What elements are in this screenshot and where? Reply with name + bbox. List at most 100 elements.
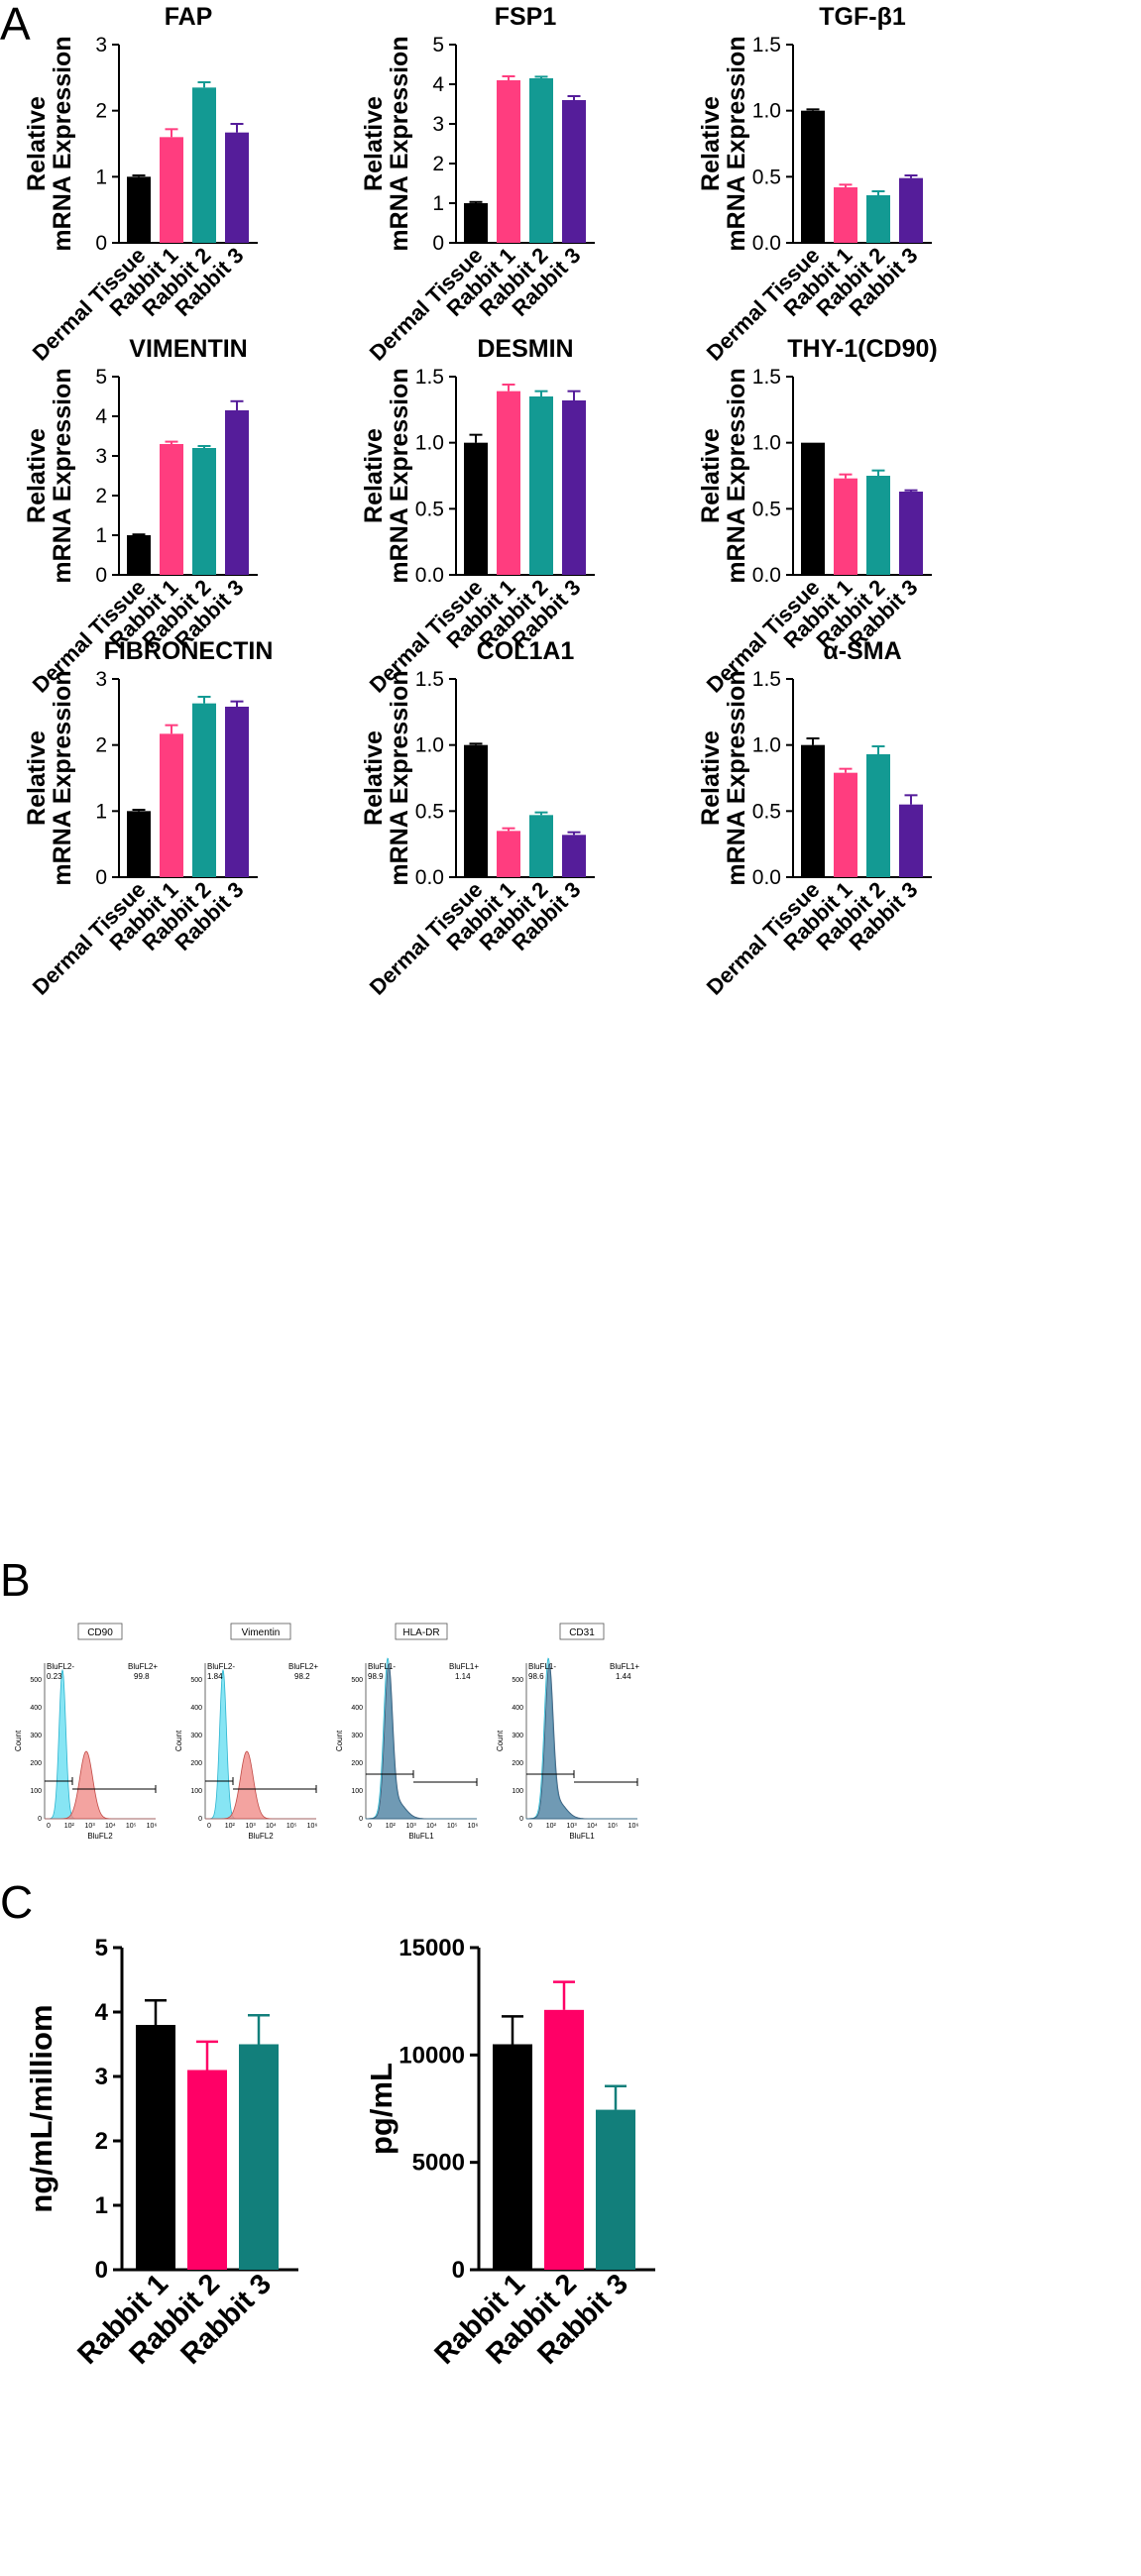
y-axis-label-line: mRNA Expression xyxy=(386,36,413,251)
y-tick-label: 15000 xyxy=(399,1935,465,1961)
bar-rabbit-2 xyxy=(866,476,890,575)
bar-rabbit-1 xyxy=(834,478,857,575)
flow-y-tick: 300 xyxy=(30,1733,42,1739)
sample-histogram xyxy=(45,1750,156,1820)
bar-rabbit-1 xyxy=(160,444,183,575)
flow-x-tick: 10⁵ xyxy=(126,1823,137,1830)
bar-rabbit-2 xyxy=(866,754,890,877)
flow-y-label: Count xyxy=(14,1730,23,1751)
y-tick-label: 2 xyxy=(95,100,107,123)
flow-y-tick: 200 xyxy=(351,1760,363,1767)
bar-rabbit-2 xyxy=(544,2009,584,2270)
flow-x-tick: 10⁶ xyxy=(147,1823,158,1830)
y-tick-label: 0 xyxy=(95,866,107,889)
flow-y-tick: 400 xyxy=(30,1705,42,1712)
gate-negative-percent: 98.6 xyxy=(528,1672,544,1681)
y-tick-label: 2 xyxy=(95,485,107,507)
y-axis-label: RelativemRNA Expression xyxy=(360,368,413,583)
y-axis-label: RelativemRNA Expression xyxy=(697,36,750,251)
gate-negative-percent: 0.23 xyxy=(47,1672,62,1681)
flow-y-tick: 400 xyxy=(512,1705,523,1712)
y-tick-label: 4 xyxy=(95,405,107,428)
y-axis-label: RelativemRNA Expression xyxy=(23,670,76,885)
flow-title-box xyxy=(395,1623,448,1640)
y-axis-label-line: Relative xyxy=(23,428,51,523)
y-axis-label-line: mRNA Expression xyxy=(386,368,413,583)
flow-plot-cd90: CD90 0 100 200 300 400 500 Count 0 10² 10³ 10⁴ 10⁵ 10… xyxy=(14,1623,158,1841)
flow-title-box xyxy=(230,1623,291,1640)
bar-rabbit-1 xyxy=(160,733,183,877)
flow-x-tick: 0 xyxy=(207,1823,211,1830)
sample-histogram xyxy=(205,1750,316,1820)
chart-title: TGF-β1 xyxy=(819,3,906,31)
y-tick-label: 1.0 xyxy=(752,734,781,757)
chart-title: FSP1 xyxy=(495,3,557,31)
flow-title: CD90 xyxy=(87,1627,113,1638)
gate-negative-percent: 1.84 xyxy=(207,1672,223,1681)
bar-rabbit-1 xyxy=(497,391,520,575)
bar-rabbit-3 xyxy=(239,2044,279,2270)
flow-y-tick: 300 xyxy=(190,1733,202,1739)
bar-rabbit-3 xyxy=(899,492,923,575)
bar-dermal-tissue xyxy=(464,442,488,575)
flow-x-tick: 10⁶ xyxy=(307,1823,318,1830)
y-axis-label-line: pg/mL xyxy=(364,2063,399,2155)
flow-y-label: Count xyxy=(174,1730,183,1751)
flow-plot-hla-dr: HLA-DR 0 100 200 300 400 500 Count 0 10² 10³ 10⁴ 10⁵… xyxy=(335,1623,479,1841)
y-tick-label: 1 xyxy=(95,2192,108,2219)
y-axis-label: pg/mL xyxy=(364,2063,399,2155)
gate-positive-label: BluFL2+ xyxy=(288,1662,318,1671)
y-axis-label-line: Relative xyxy=(360,96,388,191)
y-tick-label: 0.0 xyxy=(752,232,781,255)
flow-cytometry-layer: CD90 0 100 200 300 400 500 Count 0 10² 10³ 10⁴ 10⁵ 10… xyxy=(14,1623,639,1841)
y-tick-label: 0.0 xyxy=(752,564,781,587)
flow-plot-vimentin: Vimentin 0 100 200 300 400 500 Count 0 10² 10³ 10⁴ 1… xyxy=(174,1623,318,1841)
gate-negative-label: BluFL2- xyxy=(207,1662,235,1671)
flow-y-tick: 500 xyxy=(351,1677,363,1684)
y-axis-label-line: mRNA Expression xyxy=(723,670,750,885)
flow-title-box xyxy=(559,1623,605,1640)
flow-y-tick: 300 xyxy=(512,1733,523,1739)
y-tick-label: 5 xyxy=(432,34,444,56)
y-axis-label-line: mRNA Expression xyxy=(723,36,750,251)
flow-y-tick: 100 xyxy=(190,1788,202,1795)
flow-x-tick: 10⁴ xyxy=(266,1823,277,1830)
flow-plot-cd31: CD31 0 100 200 300 400 500 Count 0 10² 10³ 10⁴ 10⁵ 10… xyxy=(496,1623,639,1841)
y-tick-label: 3 xyxy=(95,2064,108,2090)
bar-rabbit-2 xyxy=(529,815,553,877)
gate-positive-label: BluFL1+ xyxy=(610,1662,639,1671)
y-tick-label: 0 xyxy=(432,232,444,255)
gate-positive-label: BluFL2+ xyxy=(128,1662,158,1671)
flow-x-tick: 10⁴ xyxy=(587,1823,598,1830)
y-axis-label: RelativemRNA Expression xyxy=(697,670,750,885)
y-tick-label: 3 xyxy=(432,113,444,136)
y-tick-label: 1.5 xyxy=(752,34,781,56)
y-axis-label-line: mRNA Expression xyxy=(723,368,750,583)
y-tick-label: 0 xyxy=(95,564,107,587)
bar-rabbit-3 xyxy=(225,707,249,877)
chart-title: THY-1(CD90) xyxy=(787,335,937,363)
y-tick-label: 0 xyxy=(95,232,107,255)
y-axis-label-line: mRNA Expression xyxy=(386,670,413,885)
y-tick-label: 1.5 xyxy=(415,366,444,389)
y-axis-label: RelativemRNA Expression xyxy=(23,36,76,251)
bar-rabbit-2 xyxy=(529,78,553,243)
flow-x-tick: 10² xyxy=(225,1823,236,1830)
bar-rabbit-3 xyxy=(899,177,923,243)
y-tick-label: 0.5 xyxy=(415,498,444,520)
flow-y-tick: 500 xyxy=(512,1677,523,1684)
flow-x-label: BluFL1 xyxy=(408,1832,434,1841)
y-tick-label: 0.0 xyxy=(415,564,444,587)
y-tick-label: 3 xyxy=(95,668,107,691)
control-histogram xyxy=(205,1668,316,1820)
bar-rabbit-1 xyxy=(136,2025,175,2270)
bar-rabbit-3 xyxy=(899,804,923,877)
y-axis-label: ng/mL/milliom xyxy=(24,2004,58,2212)
gate-negative-label: BluFL1- xyxy=(368,1662,396,1671)
flow-y-label: Count xyxy=(496,1730,505,1751)
flow-x-tick: 0 xyxy=(47,1823,51,1830)
flow-x-tick: 10² xyxy=(386,1823,397,1830)
